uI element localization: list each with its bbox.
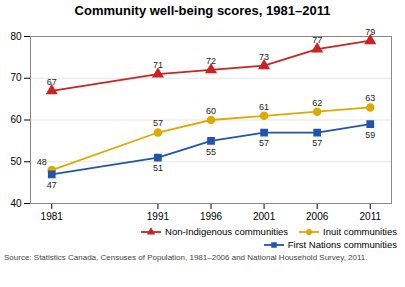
svg-text:2001: 2001 (253, 211, 276, 222)
svg-text:67: 67 (47, 77, 57, 87)
svg-text:55: 55 (206, 147, 216, 157)
svg-text:62: 62 (312, 98, 322, 108)
svg-text:61: 61 (259, 102, 269, 112)
svg-text:60: 60 (10, 114, 22, 125)
svg-text:71: 71 (153, 60, 163, 70)
svg-text:80: 80 (10, 31, 22, 42)
html-text:Inuit communities: Inuit communities (323, 226, 397, 237)
svg-text:40: 40 (10, 198, 22, 209)
svg-text:60: 60 (206, 106, 216, 116)
svg-text:2011: 2011 (360, 211, 382, 222)
svg-text:50: 50 (10, 156, 22, 167)
html-text:Non-Indigenous communities: Non-Indigenous communities (165, 226, 289, 237)
svg-text:1991: 1991 (147, 211, 170, 222)
svg-text:73: 73 (259, 52, 269, 62)
svg-text:1981: 1981 (41, 211, 64, 222)
svg-text:77: 77 (312, 35, 322, 45)
html-text:Community well-being scores, 1: Community well-being scores, 1981–2011 (74, 3, 331, 18)
svg-text:63: 63 (365, 93, 375, 103)
html-text:Source: Statistics Canada, Cen: Source: Statistics Canada, Censuses of P… (4, 253, 368, 262)
svg-text:1996: 1996 (200, 211, 223, 222)
svg-text:57: 57 (259, 138, 269, 148)
svg-text:2006: 2006 (306, 211, 329, 222)
svg-text:59: 59 (365, 130, 375, 140)
svg-text:57: 57 (153, 118, 163, 128)
svg-text:79: 79 (365, 27, 375, 37)
svg-text:48: 48 (37, 157, 47, 167)
svg-text:72: 72 (206, 56, 216, 66)
svg-text:57: 57 (312, 138, 322, 148)
html-text:First Nations communities: First Nations communities (287, 239, 397, 250)
svg-text:51: 51 (153, 163, 163, 173)
svg-text:70: 70 (10, 72, 22, 83)
svg-text:47: 47 (47, 180, 57, 190)
